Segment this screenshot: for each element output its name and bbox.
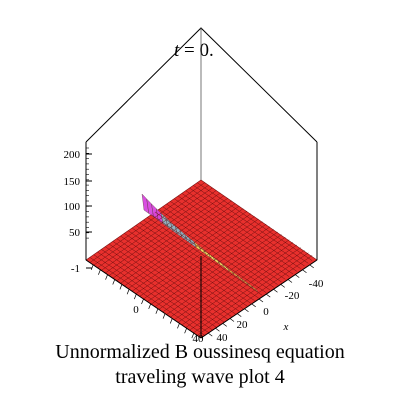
svg-text:t = 0.: t = 0. <box>174 40 214 61</box>
y-tick-label: 0 <box>133 304 139 316</box>
z-tick-label: 50 <box>69 227 81 239</box>
z-axis: 200 150 100 50 -1 <box>64 147 92 275</box>
x-axis: -40 -20 0 20 40 x <box>208 264 324 344</box>
caption-line-2: traveling wave plot 4 <box>115 366 285 388</box>
y-tick-mark <box>155 308 159 314</box>
z-tick-label: 100 <box>64 201 81 213</box>
y-tick-mark <box>141 298 144 305</box>
y-tick-label: 40 <box>193 333 205 345</box>
y-tick-mark <box>112 279 116 285</box>
grid-line <box>193 185 309 264</box>
x-tick-mark <box>309 264 314 269</box>
title-rest: = 0. <box>179 40 213 61</box>
x-tick-mark <box>244 308 249 313</box>
y-tick-mark <box>133 293 137 300</box>
x-axis-label: x <box>283 321 289 333</box>
x-tick-label: -20 <box>285 290 300 302</box>
y-tick-mark <box>90 264 94 271</box>
grid-line <box>189 249 305 331</box>
grid-line <box>185 190 301 269</box>
x-tick-mark <box>280 284 285 288</box>
grid-line <box>193 252 309 334</box>
x-tick-mark <box>266 293 271 298</box>
x-tick-mark <box>287 279 293 283</box>
y-tick-mark <box>148 303 152 310</box>
z-tick-label: 150 <box>64 176 81 188</box>
y-tick-mark <box>184 328 187 334</box>
x-tick-mark <box>302 269 307 274</box>
y-axis: 0 40 <box>90 264 205 345</box>
x-tick-mark <box>237 313 242 317</box>
x-tick-mark <box>251 303 256 308</box>
x-tick-mark <box>215 327 220 332</box>
x-tick-label: 0 <box>263 306 269 318</box>
caption-line-1: Unnormalized B oussinesq equation <box>55 341 345 363</box>
plot-title: t = 0. <box>174 40 214 61</box>
y-tick-mark <box>162 313 166 319</box>
y-tick-mark <box>169 318 173 324</box>
grid-line <box>197 182 313 261</box>
x-tick-mark <box>258 298 264 303</box>
x-tick-label: -40 <box>309 278 324 290</box>
y-tick-mark <box>105 274 108 280</box>
x-tick-label: 40 <box>217 332 229 344</box>
y-tick-mark <box>119 284 123 290</box>
x-tick-mark <box>208 332 213 337</box>
y-tick-mark <box>177 323 180 329</box>
z-tick-label: -1 <box>71 263 80 275</box>
y-tick-mark <box>126 289 130 295</box>
grid-line <box>197 255 313 336</box>
title-variable: t <box>174 40 180 61</box>
x-tick-mark <box>295 274 300 278</box>
y-tick-mark <box>98 269 101 275</box>
x-tick-mark <box>229 318 235 322</box>
caption: Unnormalized B oussinesq equation travel… <box>0 340 400 390</box>
x-tick-label: 20 <box>237 319 249 331</box>
grid-line <box>185 247 301 328</box>
y-tick-mark <box>191 332 195 339</box>
grid-line <box>189 187 305 267</box>
x-tick-mark <box>273 288 278 293</box>
z-tick-label: 200 <box>64 149 81 161</box>
x-tick-mark <box>222 323 227 327</box>
